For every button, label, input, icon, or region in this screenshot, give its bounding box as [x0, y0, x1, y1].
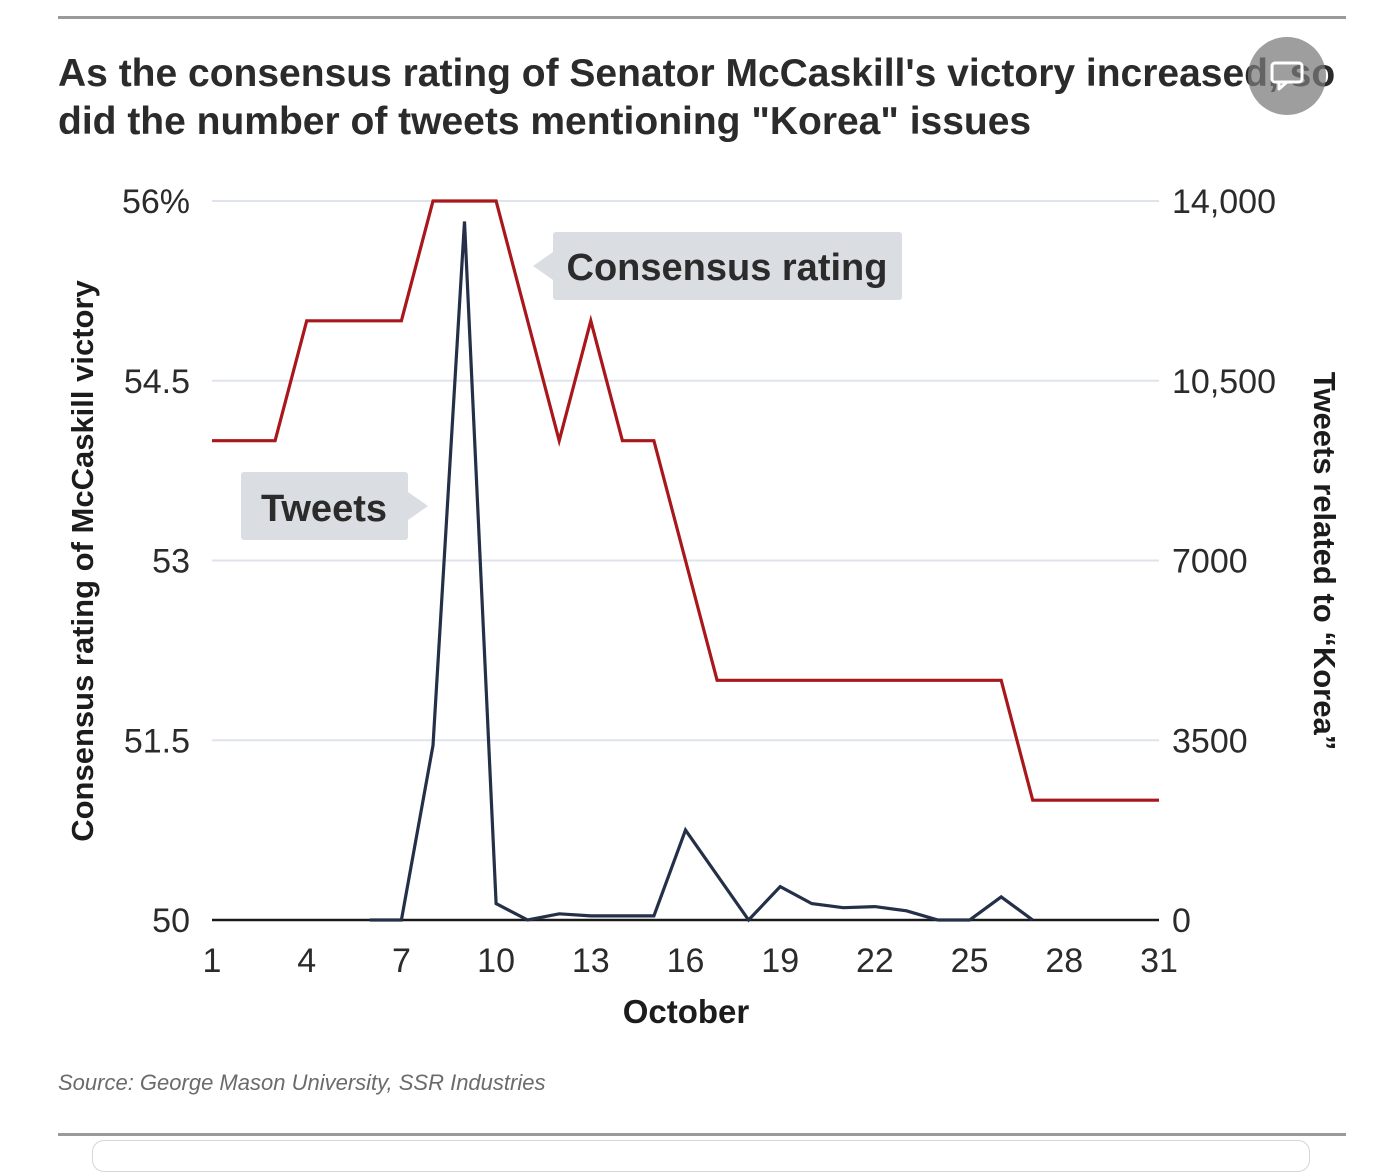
x-tick-label: 16 — [667, 942, 705, 980]
left-axis-title: Consensus rating of McCaskill victory — [65, 279, 100, 841]
left-tick-label: 53 — [152, 543, 190, 581]
right-tick-label: 10,500 — [1172, 363, 1276, 401]
x-tick-label: 7 — [392, 942, 411, 980]
left-tick-label: 51.5 — [124, 722, 190, 760]
annotation-tweets: Tweets — [241, 472, 428, 540]
x-axis-title: October — [623, 993, 750, 1030]
tweets-line — [369, 221, 1034, 923]
right-axis-title: Tweets related to “Korea” — [1307, 372, 1342, 750]
x-tick-label: 28 — [1045, 942, 1083, 980]
x-tick-label: 31 — [1140, 942, 1178, 980]
x-tick-label: 13 — [572, 942, 610, 980]
bottom-rule — [58, 1133, 1346, 1136]
annotation-consensus-pointer — [533, 252, 553, 280]
annotation-tweets-pointer — [408, 492, 428, 520]
consensus-rating-line — [212, 199, 1159, 802]
dual-axis-line-chart: 50 51.5 53 54.5 56% 0 3500 7000 10,500 14,000 1 4… — [65, 183, 1342, 1030]
x-tick-label: 19 — [761, 942, 799, 980]
next-card-edge — [92, 1140, 1310, 1172]
speech-bubble-icon — [1270, 61, 1304, 91]
x-tick-label: 4 — [297, 942, 316, 980]
x-tick-label: 25 — [951, 942, 989, 980]
comment-button[interactable] — [1248, 37, 1326, 115]
annotation-consensus-label: Consensus rating — [567, 247, 888, 289]
x-tick-label: 22 — [856, 942, 894, 980]
annotation-tweets-box — [241, 472, 408, 540]
x-tick-label: 10 — [477, 942, 515, 980]
annotation-consensus-box — [553, 232, 902, 300]
right-axis-ticks: 0 3500 7000 10,500 14,000 — [1172, 183, 1276, 940]
top-rule — [58, 16, 1346, 19]
right-tick-label: 3500 — [1172, 722, 1248, 760]
source-note: Source: George Mason University, SSR Ind… — [58, 1070, 546, 1095]
left-tick-label: 50 — [152, 902, 190, 940]
left-axis-ticks: 50 51.5 53 54.5 56% — [122, 183, 190, 940]
x-axis-ticks: 1 4 7 10 13 16 19 22 25 28 31 — [203, 942, 1178, 980]
x-tick-label: 1 — [203, 942, 222, 980]
annotation-consensus: Consensus rating — [533, 232, 902, 300]
right-tick-label: 0 — [1172, 902, 1191, 940]
chart-title: As the consensus rating of Senator McCas… — [58, 52, 1336, 143]
left-tick-label: 56% — [122, 183, 190, 221]
right-tick-label: 7000 — [1172, 543, 1248, 581]
annotation-tweets-label: Tweets — [261, 488, 387, 530]
right-tick-label: 14,000 — [1172, 183, 1276, 221]
series-layer — [212, 199, 1159, 923]
left-tick-label: 54.5 — [124, 363, 190, 401]
